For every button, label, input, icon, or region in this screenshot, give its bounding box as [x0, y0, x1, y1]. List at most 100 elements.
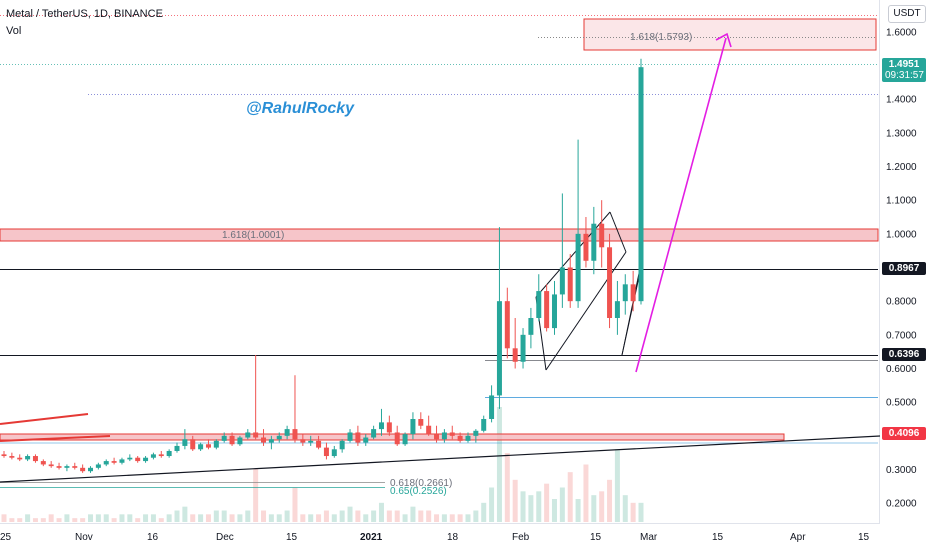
volume-bar [80, 518, 86, 522]
candle-body [56, 466, 62, 468]
volume-bar [166, 514, 172, 522]
volume-bar [402, 514, 408, 522]
x-tick-label: Nov [75, 532, 93, 543]
volume-indicator-label: Vol [6, 25, 22, 37]
y-tick-label: 1.3000 [886, 128, 917, 139]
price-badge-0.4096: 0.4096 [882, 427, 926, 440]
candle-body [591, 223, 597, 261]
x-tick-label: 15 [712, 532, 724, 543]
volume-bar [457, 514, 463, 522]
author-watermark: @RahulRocky [246, 100, 355, 117]
volume-bar [614, 449, 620, 522]
x-tick-label: Feb [512, 532, 530, 543]
volume-bar [308, 514, 314, 522]
candle-body [268, 439, 274, 443]
volume-bar [410, 506, 416, 522]
volume-bar [119, 514, 125, 522]
candle-body [40, 461, 46, 465]
volume-bar [32, 518, 38, 522]
volume-bar [339, 510, 345, 522]
candle-body [111, 461, 117, 463]
currency-button[interactable]: USDT [888, 5, 926, 23]
candle-body [245, 432, 251, 438]
candle-body [536, 291, 542, 318]
candle-body [638, 67, 644, 302]
volume-bar [56, 518, 62, 522]
volume-bar [245, 510, 251, 522]
volume-bar [630, 502, 636, 522]
volume-bar [72, 518, 78, 522]
trendline-rising [0, 435, 881, 483]
volume-bar [135, 518, 141, 522]
candle-body [347, 432, 353, 441]
volume-bar [198, 514, 204, 522]
fib-low-label-a: 0.618(0.2661) [390, 478, 452, 489]
candle-body [261, 437, 267, 443]
candle-body [1, 454, 7, 457]
volume-bar [300, 514, 306, 522]
candle-body [544, 291, 550, 329]
candle-body [512, 348, 518, 362]
candle-body [48, 464, 54, 467]
volume-bar [253, 468, 259, 522]
volume-bar [205, 514, 211, 522]
candle-body [213, 440, 219, 448]
volume-bar [386, 510, 392, 522]
volume-bar [465, 514, 471, 522]
y-tick-label: 0.5000 [886, 398, 917, 409]
volume-bar [17, 518, 23, 522]
volume-bar [284, 510, 290, 522]
candle-body [80, 467, 86, 472]
volume-bar [559, 487, 565, 522]
volume-bar [229, 514, 235, 522]
volume-bar [174, 510, 180, 522]
volume-bar [638, 502, 644, 522]
candle-body [489, 395, 495, 419]
candle-body [583, 233, 589, 261]
candle-body [323, 447, 329, 457]
volume-bar [127, 514, 133, 522]
candle-body [426, 425, 432, 435]
volume-bar [441, 514, 447, 522]
x-tick-label: Mar [640, 532, 658, 543]
candle-body [402, 434, 408, 445]
candle-body [300, 439, 306, 443]
candle-body [607, 247, 613, 318]
volume-bar [512, 479, 518, 522]
volume-bar [355, 510, 361, 522]
candle-body [363, 437, 369, 443]
candle-body [64, 466, 70, 468]
volume-bar [143, 514, 149, 522]
volume-bar [481, 502, 487, 522]
candle-body [143, 457, 149, 462]
candle-body [221, 435, 227, 441]
candle-body [434, 434, 440, 440]
y-tick-label: 0.3000 [886, 465, 917, 476]
volume-bar [591, 495, 597, 522]
y-tick-label: 1.2000 [886, 162, 917, 173]
volume-bar [25, 514, 31, 522]
candle-body [551, 294, 557, 329]
candle-body [567, 267, 573, 302]
candle-body [559, 267, 565, 295]
price-badge-0.8967: 0.8967 [882, 262, 926, 275]
candle-body [473, 430, 479, 436]
volume-bar [489, 487, 495, 522]
resistance-zone-mid [0, 228, 879, 242]
volume-bar [504, 453, 510, 522]
volume-bar [473, 510, 479, 522]
volume-bar [347, 506, 353, 522]
volume-bar [190, 514, 196, 522]
volume-bar [583, 464, 589, 522]
volume-bar [426, 510, 432, 522]
candle-body [166, 450, 172, 457]
candle-body [496, 301, 502, 396]
candle-body [253, 432, 259, 438]
volume-bar [323, 510, 329, 522]
candle-body [95, 464, 101, 468]
symbol-title: Metal / TetherUS, 1D, BINANCE [6, 8, 163, 20]
last-price-badge: 1.4951 09:31:57 [882, 58, 926, 82]
volume-bar [544, 483, 550, 522]
candle-body [72, 466, 78, 468]
candle-body [449, 432, 455, 436]
